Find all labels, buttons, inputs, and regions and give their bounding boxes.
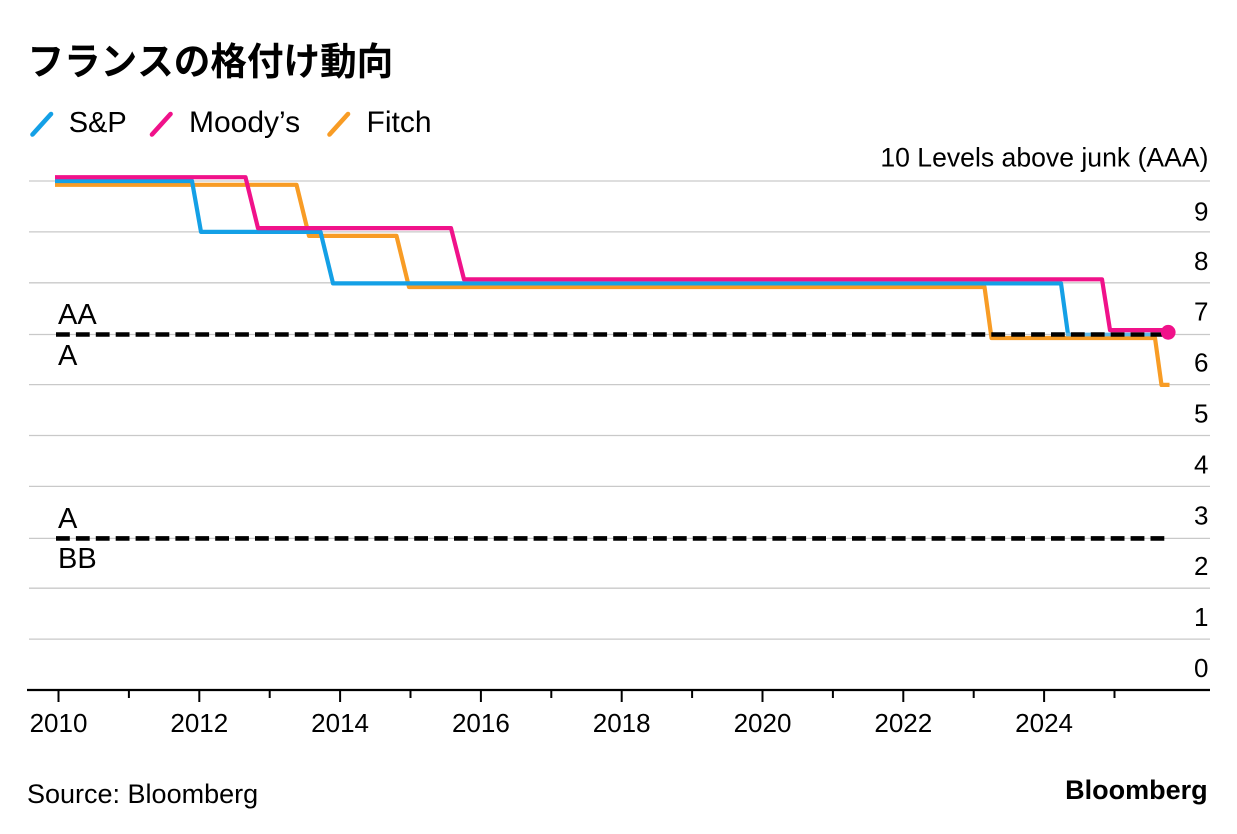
svg-text:2012: 2012 xyxy=(170,708,228,738)
svg-text:5: 5 xyxy=(1194,399,1208,429)
svg-text:A: A xyxy=(58,340,78,372)
svg-text:2: 2 xyxy=(1194,551,1208,581)
svg-text:0: 0 xyxy=(1194,653,1208,683)
svg-text:10 Levels above junk (AAA): 10 Levels above junk (AAA) xyxy=(880,143,1208,173)
svg-text:S&P: S&P xyxy=(69,107,127,139)
svg-text:Source: Bloomberg: Source: Bloomberg xyxy=(27,779,258,809)
svg-text:2022: 2022 xyxy=(874,708,932,738)
svg-text:1: 1 xyxy=(1194,602,1208,632)
svg-text:2024: 2024 xyxy=(1015,708,1073,738)
svg-text:BB: BB xyxy=(58,543,97,575)
svg-text:9: 9 xyxy=(1194,197,1208,227)
svg-text:6: 6 xyxy=(1194,348,1208,378)
svg-text:2010: 2010 xyxy=(30,708,88,738)
svg-text:7: 7 xyxy=(1194,297,1208,327)
svg-text:Fitch: Fitch xyxy=(367,106,432,139)
svg-text:2014: 2014 xyxy=(311,708,369,738)
svg-text:4: 4 xyxy=(1194,449,1208,479)
svg-text:2016: 2016 xyxy=(452,708,510,738)
svg-text:2018: 2018 xyxy=(593,708,651,738)
svg-text:3: 3 xyxy=(1194,500,1208,530)
svg-text:Moody’s: Moody’s xyxy=(189,106,300,139)
svg-text:AA: AA xyxy=(58,299,97,331)
svg-text:2020: 2020 xyxy=(734,708,792,738)
svg-text:A: A xyxy=(58,503,78,535)
svg-text:Bloomberg: Bloomberg xyxy=(1065,775,1208,805)
svg-text:8: 8 xyxy=(1194,246,1208,276)
